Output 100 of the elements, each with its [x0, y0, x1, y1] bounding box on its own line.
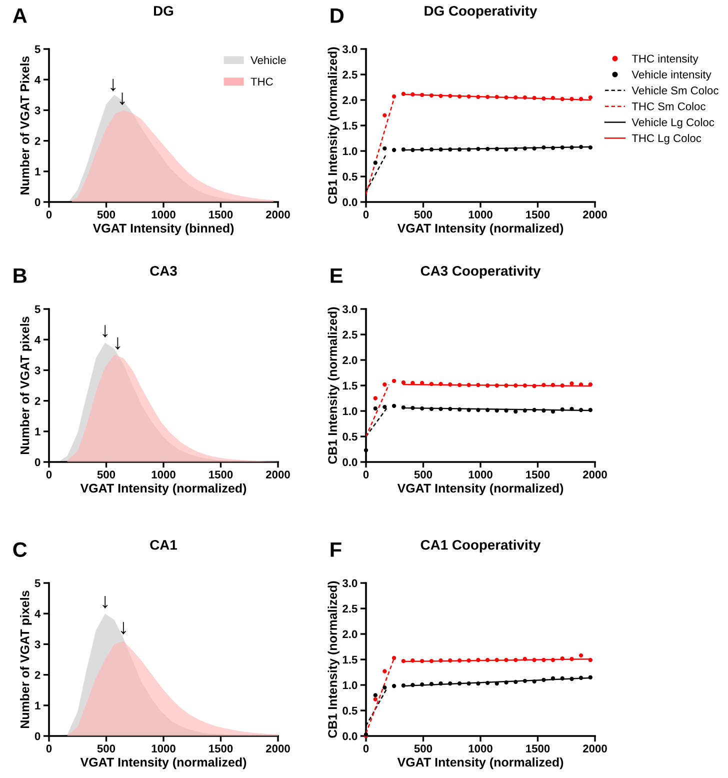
x-tick-label: 1500: [526, 744, 550, 752]
point: [438, 658, 443, 663]
y-tick-label: 3: [34, 106, 40, 114]
y-tick-label: 1: [35, 702, 40, 710]
point: [550, 382, 556, 388]
point: [522, 408, 528, 413]
x-tick-label: 500: [97, 210, 116, 218]
point: [570, 656, 574, 662]
legend-label: THC Sm Coloc: [632, 102, 706, 110]
y-tick-label: 0.0: [342, 732, 358, 740]
x-axis-title: VGAT Intensity (normalized): [80, 757, 246, 770]
point: [588, 95, 593, 100]
y-axis-title: CB1 Intensity (normalized): [328, 307, 340, 464]
point: [550, 96, 556, 100]
x-tick-label: 2000: [266, 210, 290, 218]
point: [392, 148, 396, 152]
point: [570, 406, 574, 412]
y-tick-label: 2.5: [342, 604, 358, 613]
point: [542, 145, 546, 150]
point: [588, 145, 593, 150]
point: [514, 95, 518, 100]
point: [578, 408, 584, 412]
point: [448, 147, 452, 152]
legend-label: Vehicle: [250, 56, 286, 64]
y-tick-label: 1.5: [342, 382, 358, 390]
x-tick-label: 1000: [468, 470, 492, 478]
point: [542, 678, 546, 682]
point: [382, 146, 387, 151]
point: [401, 683, 406, 688]
point: [560, 96, 564, 102]
point: [560, 145, 564, 150]
point: [457, 94, 462, 99]
legend-label: Vehicle intensity: [632, 70, 712, 81]
point: [438, 406, 443, 412]
annotation: ↓: [120, 92, 125, 105]
point: [550, 676, 556, 680]
chart-title: DG: [154, 6, 174, 16]
legend-label: Vehicle Sm Coloc: [632, 86, 718, 94]
x-axis-title: VGAT Intensity (binned): [92, 223, 234, 236]
x-tick-label: 0: [363, 744, 369, 752]
point: [504, 147, 508, 152]
point: [420, 406, 424, 411]
point: [486, 408, 490, 412]
point: [494, 383, 499, 388]
y-tick-label: 4: [34, 336, 41, 344]
point: [429, 682, 434, 686]
y-tick-label: 1.0: [342, 147, 358, 156]
point: [532, 658, 536, 662]
y-tick-label: 2.0: [342, 96, 358, 104]
y-tick-label: 3.0: [342, 305, 358, 314]
text: A: [12, 8, 27, 23]
point: [522, 383, 528, 388]
point: [448, 406, 452, 412]
point: [532, 146, 536, 151]
y-tick-label: 0.0: [342, 458, 358, 466]
point: [382, 382, 387, 387]
point: [438, 681, 443, 686]
point: [570, 676, 574, 681]
point: [476, 658, 480, 662]
point: [448, 681, 452, 686]
point: [550, 409, 556, 414]
y-tick-label: 2.0: [342, 356, 358, 364]
point: [560, 656, 564, 661]
point: [504, 658, 508, 662]
point: [448, 658, 452, 663]
point: [373, 396, 378, 400]
point: [560, 676, 564, 680]
point: [522, 678, 528, 684]
point: [373, 406, 378, 411]
point: [476, 146, 480, 152]
y-tick-label: 2.5: [342, 70, 358, 79]
x-tick-label: 500: [414, 744, 432, 752]
x-tick-label: 0: [46, 744, 52, 752]
point: [429, 93, 434, 98]
y-tick-label: 3.0: [342, 579, 358, 588]
point: [486, 680, 490, 686]
point: [476, 94, 480, 100]
point: [486, 383, 490, 388]
point: [504, 383, 508, 388]
y-tick-label: 1.0: [342, 681, 358, 690]
x-tick-label: 1500: [209, 744, 233, 752]
text: C: [13, 542, 27, 557]
y-axis-title: CB1 Intensity (normalized): [328, 581, 340, 738]
point: [486, 94, 490, 100]
y-tick-label: 0: [34, 458, 40, 466]
y-tick-label: 2: [34, 671, 40, 679]
point: [373, 693, 378, 698]
x-tick-label: 500: [414, 210, 432, 218]
y-tick-label: 5: [34, 45, 40, 54]
y-tick-label: 2: [34, 137, 40, 145]
point: [532, 408, 536, 412]
text: F: [330, 542, 342, 557]
point: [429, 658, 434, 664]
point: [570, 381, 574, 386]
point: [373, 697, 378, 702]
point: [466, 658, 471, 663]
x-tick-label: 1000: [152, 470, 176, 478]
y-tick-label: 0.0: [342, 198, 358, 206]
point: [392, 378, 396, 383]
point: [410, 682, 415, 688]
